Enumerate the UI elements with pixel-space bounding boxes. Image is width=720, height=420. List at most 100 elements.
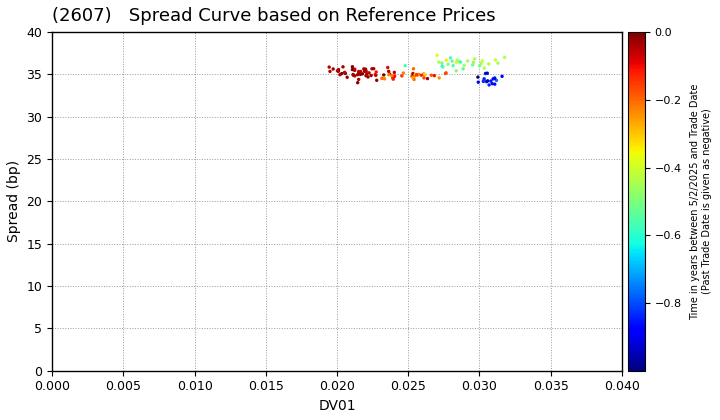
Point [480,70,491,77]
Y-axis label: Spread (bp): Spread (bp) [7,160,21,242]
Point [355,68,366,75]
Point [362,74,374,80]
Point [361,71,372,77]
Point [481,78,492,85]
Point [472,79,484,86]
Point [323,64,335,71]
Point [388,74,400,80]
Point [408,76,420,83]
Point [334,71,346,78]
Point [339,69,351,76]
Point [499,54,510,61]
Point [483,81,495,88]
Point [457,66,469,72]
Point [419,71,431,78]
Point [396,73,408,79]
Point [475,60,487,67]
Point [451,68,462,74]
Point [410,71,421,78]
Point [478,76,490,82]
X-axis label: DV01: DV01 [318,399,356,413]
Point [478,77,490,84]
Point [422,75,433,82]
Point [358,66,369,72]
Point [366,72,377,79]
Point [490,57,501,63]
Point [383,68,395,75]
Point [474,63,485,69]
Point [348,72,359,79]
Point [370,72,382,79]
Point [366,66,378,72]
Point [349,67,361,74]
Point [433,75,445,81]
Point [324,68,336,75]
Point [468,59,480,66]
Point [371,68,382,75]
Point [389,69,400,76]
Point [413,71,424,78]
Point [462,58,474,64]
Point [445,55,456,61]
Point [482,70,493,76]
Point [408,73,420,80]
Point [387,74,398,81]
Point [477,58,488,64]
Point [410,71,422,78]
Point [378,71,390,78]
Point [341,74,353,81]
Point [455,59,467,66]
Point [383,71,395,78]
Point [361,68,372,75]
Point [400,62,411,69]
Point [469,55,480,62]
Point [354,71,366,78]
Point [386,72,397,79]
Point [482,77,493,84]
Point [347,71,359,78]
Point [485,78,497,84]
Point [340,70,351,77]
Point [333,66,344,73]
Point [431,52,443,59]
Point [407,70,418,77]
Point [353,76,364,83]
Point [487,80,498,87]
Point [436,60,448,66]
Point [360,66,372,73]
Point [328,66,339,72]
Point [451,59,462,66]
Point [472,74,484,81]
Point [408,66,419,72]
Point [406,73,418,80]
Point [442,61,454,68]
Point [336,70,348,77]
Point [496,73,508,80]
Point [384,71,395,78]
Point [353,70,364,76]
Point [382,64,394,71]
Point [337,63,348,70]
Point [349,73,361,79]
Point [454,58,465,65]
Point [415,72,427,79]
Point [346,66,358,73]
Point [346,63,358,70]
Point [387,76,399,82]
Point [418,71,430,77]
Point [364,69,375,76]
Point [426,72,437,79]
Point [483,60,495,67]
Point [437,64,449,71]
Point [360,72,372,79]
Point [467,61,479,68]
Point [428,72,440,79]
Point [487,76,499,82]
Point [418,75,430,81]
Point [379,76,390,82]
Point [489,75,500,82]
Point [489,81,500,87]
Point [353,68,364,75]
Point [369,71,381,78]
Point [446,58,458,65]
